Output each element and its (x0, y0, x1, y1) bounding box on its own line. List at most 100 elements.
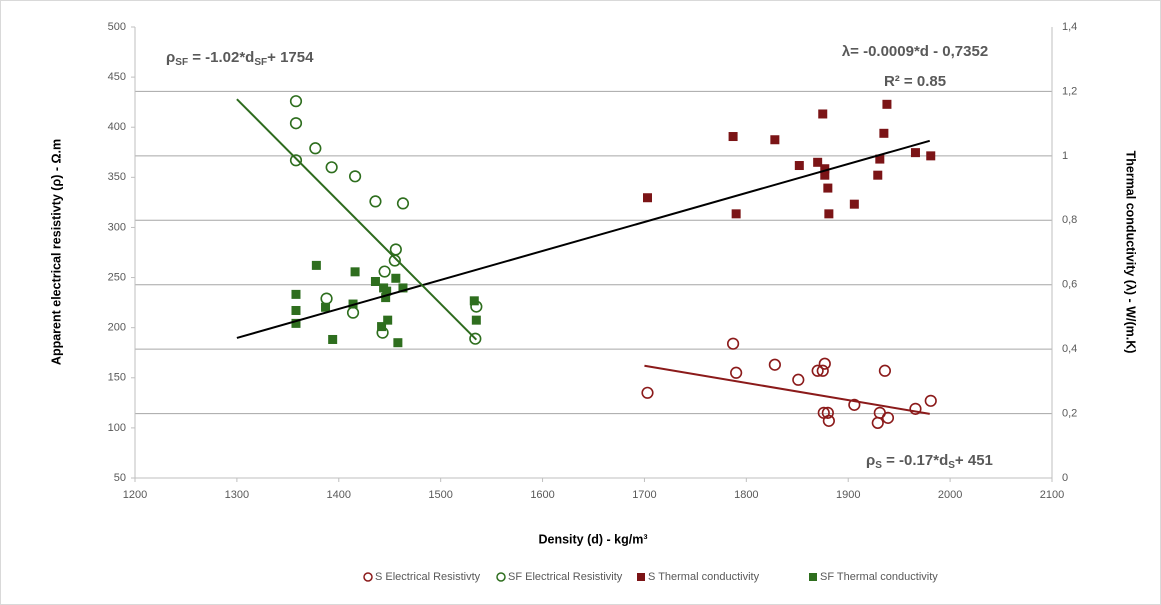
point (309, 142, 322, 155)
trendline (644, 364, 930, 415)
legend-item: S Thermal conductivity (637, 571, 760, 583)
annotation-part: = -1.02*d (188, 49, 254, 66)
legend-marker (809, 573, 817, 581)
point (311, 260, 321, 270)
annotation: ρS = -0.17*dS+ 451 (866, 452, 993, 471)
point (731, 209, 741, 219)
point (383, 315, 393, 325)
x-axis-title: Density (d) - kg/m³ (538, 532, 647, 546)
legend-marker (637, 573, 645, 581)
point (770, 135, 780, 145)
point (382, 286, 392, 296)
annotation: λ= -0.0009*d - 0,7352 (842, 43, 988, 60)
y-tick-label: 100 (108, 422, 126, 434)
point (824, 209, 834, 219)
point (821, 406, 834, 419)
y-tick-label: 50 (114, 472, 126, 484)
point (381, 293, 391, 303)
y-tick-label: 450 (108, 71, 126, 83)
plot-area (135, 90, 1052, 415)
y2-tick-label: 1,2 (1062, 85, 1077, 97)
y-tick-label: 250 (108, 271, 126, 283)
point (291, 318, 301, 328)
x-tick-label: 1600 (530, 489, 554, 501)
point (811, 364, 824, 377)
point (641, 386, 654, 399)
point (469, 332, 482, 345)
x-tick-label: 1400 (327, 489, 351, 501)
legend: S Electrical Resistivty SF Electrical Res… (363, 571, 938, 583)
y2-tick-label: 0,6 (1062, 279, 1077, 291)
annotation-part: S (875, 460, 882, 471)
point (289, 117, 303, 130)
point (377, 322, 387, 332)
y-tick-label: 500 (108, 21, 126, 33)
point (369, 195, 382, 208)
legend-label: SF Electrical Resistivity (508, 571, 623, 583)
point (879, 128, 889, 138)
point (820, 164, 830, 174)
annotation: R² = 0.85 (884, 73, 946, 90)
point (291, 289, 301, 299)
point (816, 364, 829, 377)
trendline (236, 139, 931, 339)
y-tick-label: 400 (108, 121, 126, 133)
annotation-part: ρ (866, 452, 875, 469)
point (820, 170, 830, 180)
annotation-part: + 1754 (267, 49, 314, 66)
legend-item: SF Thermal conductivity (809, 571, 938, 583)
point (398, 283, 408, 293)
y2-tick-label: 0,4 (1062, 343, 1077, 355)
point (396, 197, 410, 210)
x-tick-label: 1800 (734, 489, 758, 501)
legend-label: SF Thermal conductivity (820, 571, 938, 583)
point (291, 305, 301, 315)
point (881, 411, 895, 424)
legend-label: S Thermal conductivity (648, 571, 760, 583)
point (878, 364, 892, 377)
legend-label: S Electrical Resistivty (375, 571, 481, 583)
annotation: ρSF = -1.02*dSF+ 1754 (166, 49, 314, 68)
legend-marker (496, 572, 506, 582)
point (730, 366, 743, 379)
y2-tick-label: 0,2 (1062, 407, 1077, 419)
series (289, 95, 483, 345)
point (926, 151, 936, 161)
point (370, 276, 380, 286)
point (813, 157, 823, 167)
annotation-part: SF (254, 57, 267, 68)
point (792, 373, 805, 386)
point (469, 296, 479, 306)
point (350, 267, 360, 277)
annotation-part: + 451 (955, 452, 993, 469)
y2-tick-label: 1,4 (1062, 21, 1077, 33)
x-tick-label: 1300 (225, 489, 249, 501)
point (328, 334, 338, 344)
point (289, 154, 303, 167)
legend-item: SF Electrical Resistivity (496, 571, 623, 583)
y-axis-title: Apparent electrical resistivty (ρ) - Ω.m (49, 139, 63, 365)
y-tick-label: 350 (108, 171, 126, 183)
series (641, 337, 937, 429)
point (643, 193, 653, 203)
annotation-part: SF (175, 57, 188, 68)
point (768, 358, 781, 371)
point (471, 315, 481, 325)
y2-tick-label: 1 (1062, 150, 1068, 162)
y2-tick-label: 0,8 (1062, 214, 1077, 226)
point (388, 254, 401, 267)
point (822, 414, 835, 427)
annotation-part: ρ (166, 49, 175, 66)
x-tick-label: 1900 (836, 489, 860, 501)
y2-tick-label: 0 (1062, 472, 1068, 484)
annotation-part: λ= -0.0009*d - 0,7352 (842, 43, 988, 60)
point (882, 99, 892, 109)
point (818, 357, 831, 370)
point (728, 132, 738, 142)
y-tick-label: 150 (108, 372, 126, 384)
y-tick-label: 300 (108, 221, 126, 233)
point (823, 183, 833, 193)
annotation-part: S (948, 460, 955, 471)
